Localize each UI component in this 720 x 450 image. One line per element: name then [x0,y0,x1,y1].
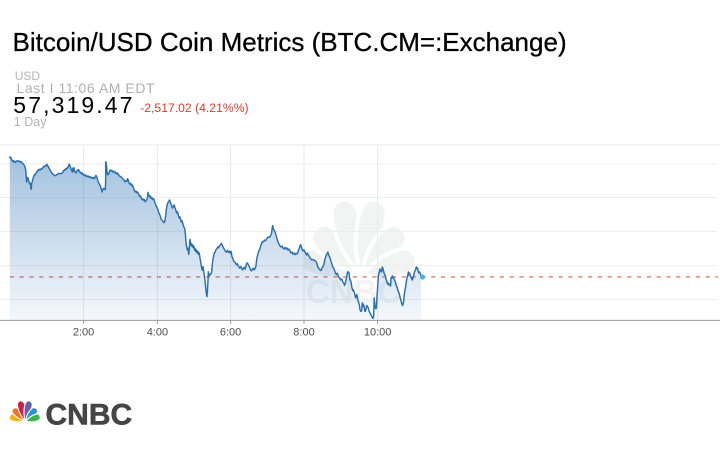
svg-text:10:00: 10:00 [364,326,392,338]
svg-text:2:00: 2:00 [73,326,94,338]
svg-text:8:00: 8:00 [293,326,314,338]
svg-text:4:00: 4:00 [147,326,168,338]
svg-text:6:00: 6:00 [220,326,241,338]
svg-text:CNBC: CNBC [46,399,133,432]
